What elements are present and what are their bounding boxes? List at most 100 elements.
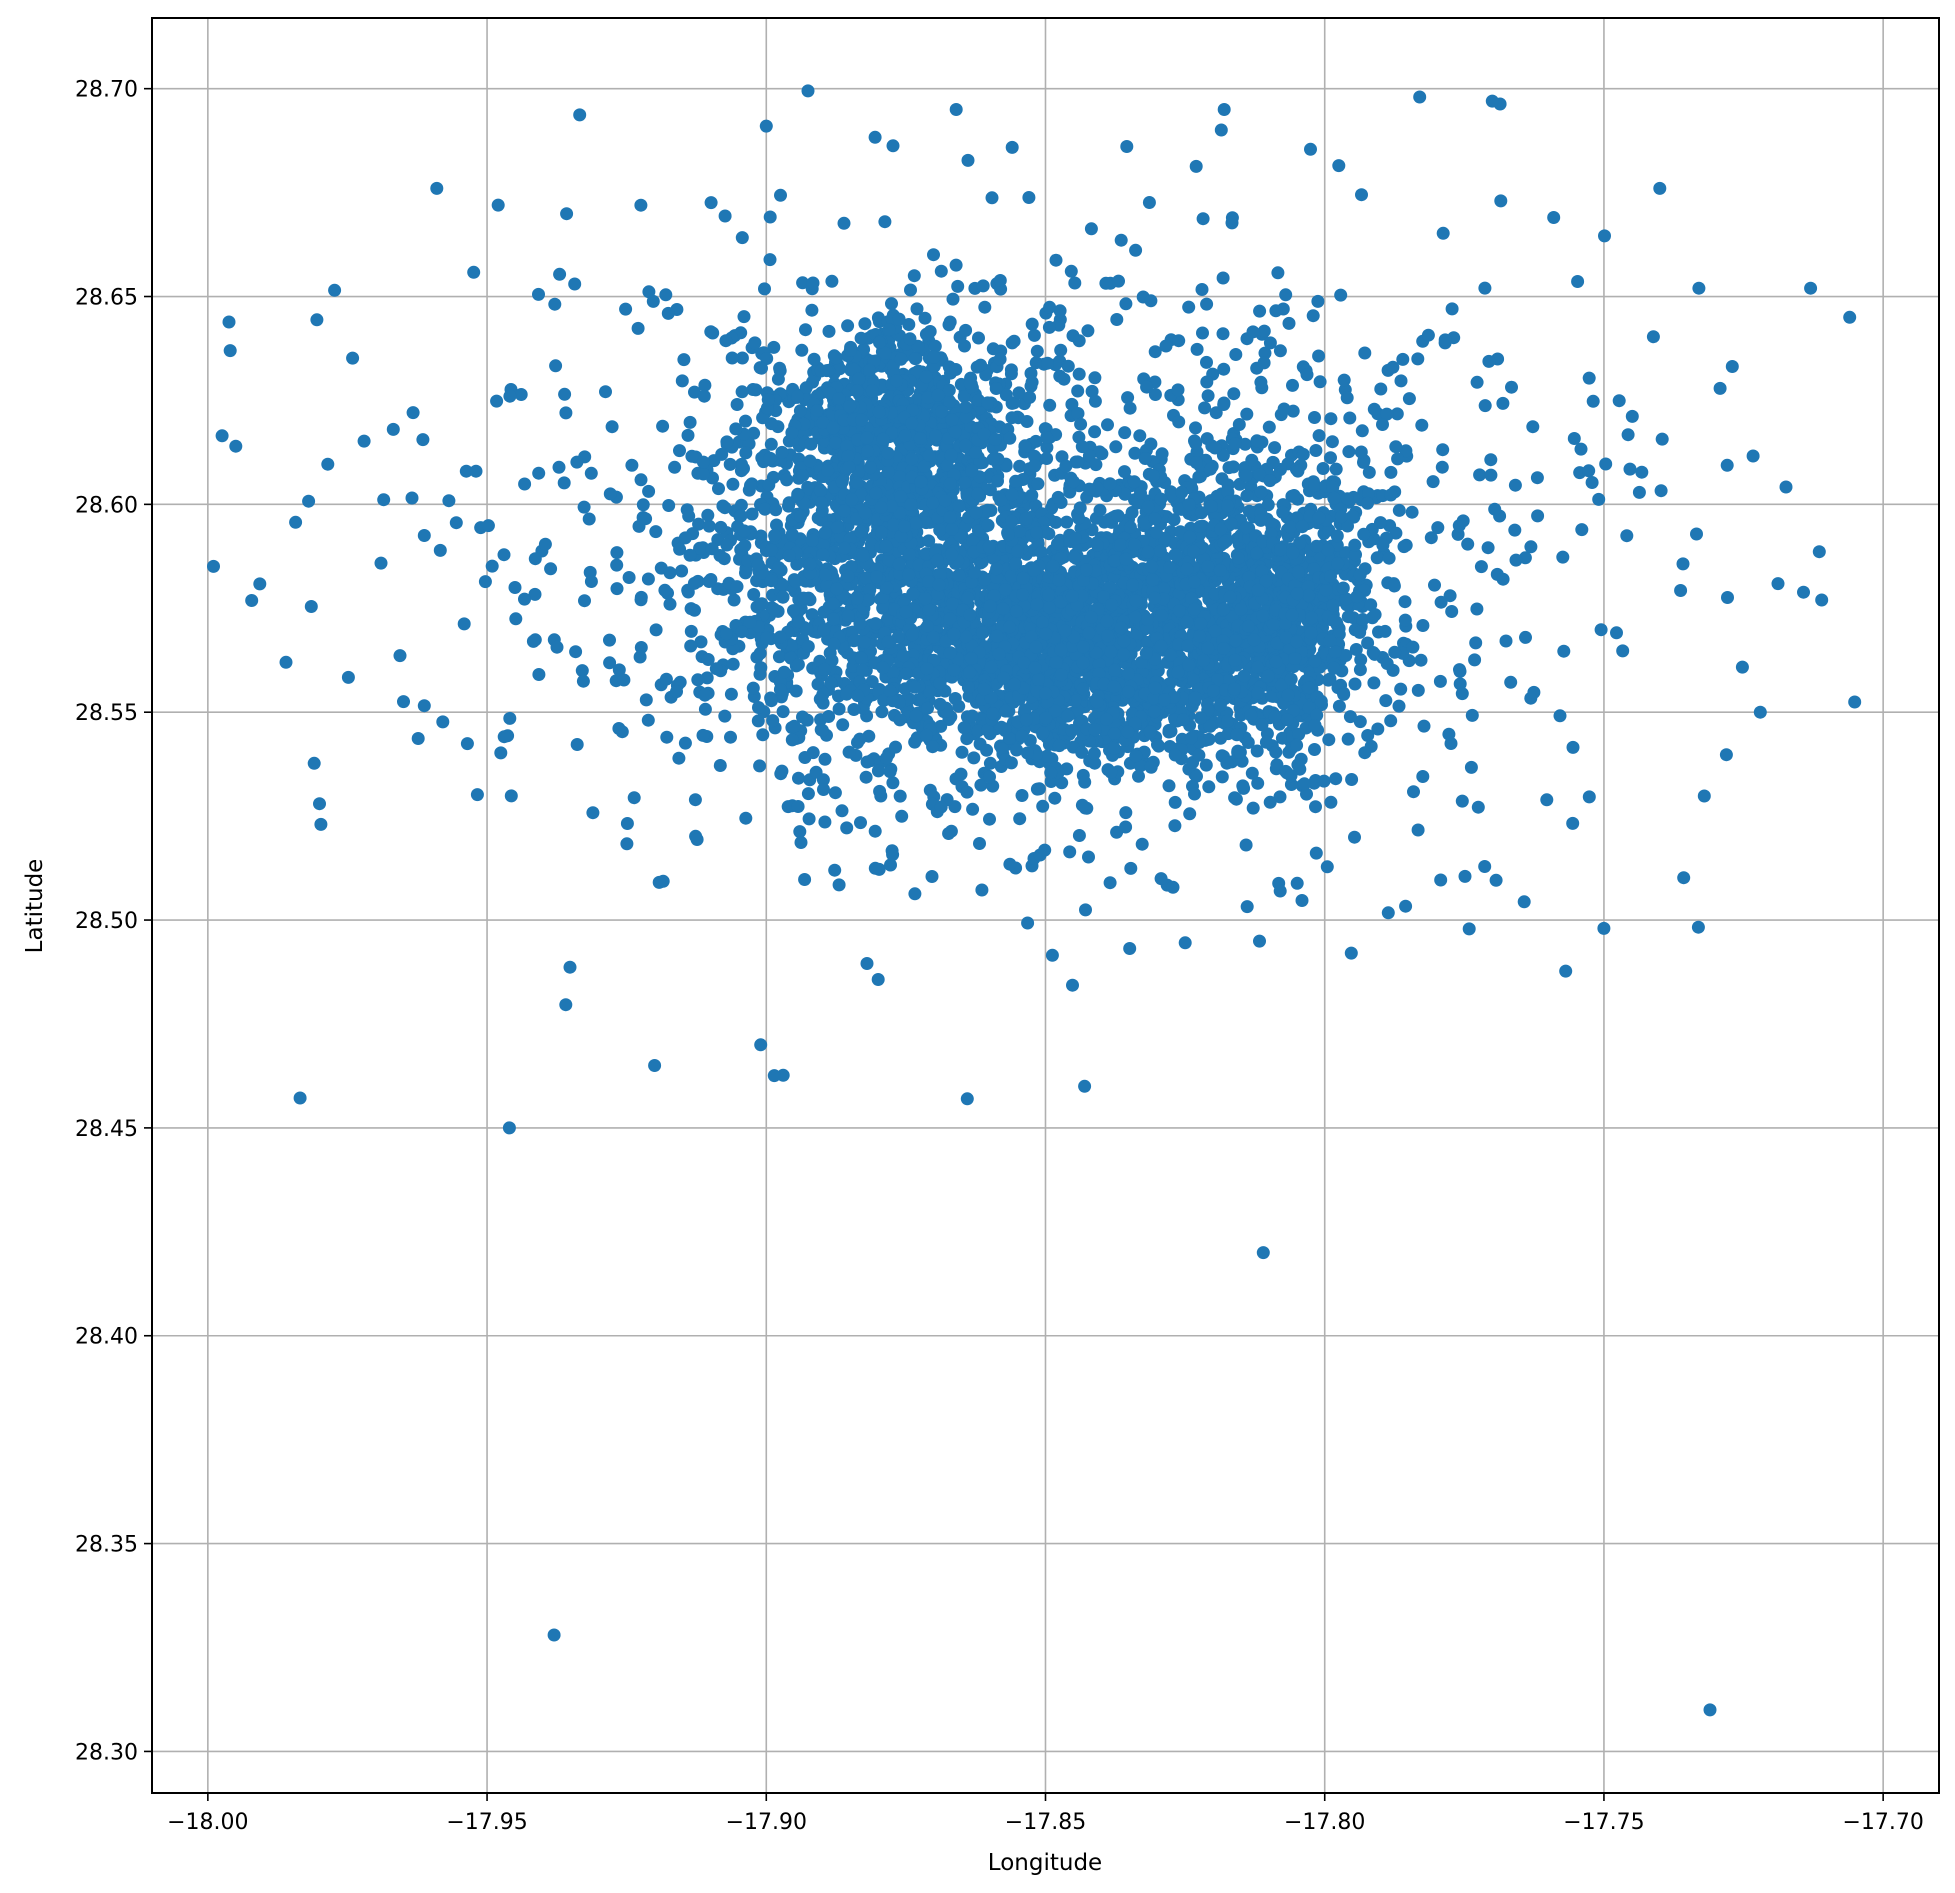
scatter-point: [1217, 642, 1231, 655]
scatter-point: [763, 253, 777, 267]
scatter-point: [737, 310, 751, 324]
scatter-point: [1171, 665, 1185, 679]
scatter-point: [847, 634, 861, 648]
scatter-point: [772, 650, 786, 664]
scatter-point: [1556, 550, 1570, 564]
scatter-point: [1213, 698, 1227, 712]
scatter-point: [882, 323, 896, 337]
scatter-point: [718, 209, 732, 223]
scatter-point: [1455, 794, 1469, 808]
scatter-point: [1324, 569, 1337, 583]
scatter-point: [1054, 668, 1068, 682]
scatter-point: [1279, 288, 1293, 302]
scatter-point: [1290, 876, 1304, 890]
scatter-point: [584, 466, 598, 480]
scatter-point: [1030, 597, 1044, 611]
scatter-point: [1189, 421, 1202, 435]
scatter-point: [841, 569, 855, 583]
scatter-point: [1353, 663, 1367, 677]
scatter-point: [1009, 474, 1023, 488]
scatter-point: [1144, 760, 1158, 774]
scatter-point: [885, 426, 899, 440]
scatter-point: [1721, 591, 1734, 604]
scatter-point: [726, 477, 740, 491]
scatter-point: [692, 517, 706, 531]
scatter-point: [739, 446, 753, 460]
scatter-point: [857, 635, 871, 649]
scatter-point: [620, 817, 634, 830]
scatter-point: [682, 509, 696, 523]
scatter-point: [1148, 705, 1161, 719]
scatter-point: [843, 344, 857, 357]
scatter-point: [639, 693, 653, 707]
scatter-point: [927, 350, 941, 364]
scatter-point: [1104, 645, 1118, 659]
scatter-point: [943, 394, 957, 408]
scatter-point: [753, 759, 767, 773]
scatter-point: [724, 730, 737, 744]
scatter-point: [1027, 328, 1041, 342]
scatter-point: [1251, 686, 1265, 700]
scatter-point: [828, 863, 842, 877]
scatter-point: [1305, 611, 1319, 625]
scatter-point: [799, 323, 812, 337]
scatter-point: [1391, 452, 1405, 466]
scatter-point: [1436, 443, 1450, 457]
scatter-point: [1586, 394, 1600, 408]
scatter-point: [1025, 317, 1039, 331]
scatter-point: [1114, 538, 1128, 552]
scatter-point: [1043, 398, 1057, 412]
grid-lines: [152, 18, 1939, 1793]
scatter-point: [850, 476, 864, 490]
scatter-point: [1013, 524, 1027, 538]
scatter-point: [854, 816, 867, 830]
scatter-point: [1109, 440, 1123, 454]
scatter-point: [893, 789, 907, 803]
scatter-point: [998, 583, 1012, 597]
scatter-point: [739, 414, 752, 428]
scatter-point: [858, 506, 872, 520]
scatter-point: [1075, 745, 1089, 759]
scatter-point: [1594, 623, 1608, 637]
scatter-point: [1566, 740, 1580, 754]
scatter-point: [698, 688, 712, 702]
scatter-point: [1181, 639, 1195, 653]
scatter-point: [735, 351, 749, 365]
scatter-point: [1043, 601, 1056, 615]
scatter-point: [1309, 846, 1323, 860]
scatter-point: [1072, 367, 1086, 381]
scatter-point: [743, 615, 757, 629]
scatter-point: [1100, 614, 1114, 628]
scatter-point: [1340, 492, 1354, 506]
scatter-point: [886, 776, 900, 790]
scatter-point: [963, 376, 977, 390]
scatter-point: [1290, 635, 1304, 649]
scatter-point: [837, 504, 851, 518]
scatter-point: [1348, 677, 1362, 691]
scatter-point: [1244, 708, 1258, 722]
scatter-point: [538, 537, 552, 551]
scatter-point: [789, 575, 803, 589]
scatter-point: [1295, 894, 1309, 907]
scatter-point: [793, 404, 807, 418]
scatter-point: [935, 405, 948, 419]
scatter-point: [416, 433, 430, 447]
scatter-point: [791, 487, 805, 501]
scatter-point: [929, 429, 943, 443]
scatter-point: [966, 535, 980, 549]
scatter-point: [720, 435, 734, 449]
scatter-point: [1294, 752, 1308, 766]
scatter-point: [826, 597, 840, 611]
scatter-point: [1118, 465, 1131, 479]
scatter-point: [760, 352, 774, 365]
scatter-point: [1155, 609, 1169, 622]
scatter-point: [1048, 791, 1062, 805]
scatter-point: [1416, 619, 1430, 632]
scatter-point: [1103, 876, 1117, 890]
scatter-point: [958, 438, 972, 452]
scatter-point: [702, 519, 716, 533]
scatter-point: [981, 723, 994, 737]
scatter-point: [933, 523, 947, 537]
scatter-point: [1394, 682, 1408, 696]
scatter-point: [1195, 283, 1209, 296]
